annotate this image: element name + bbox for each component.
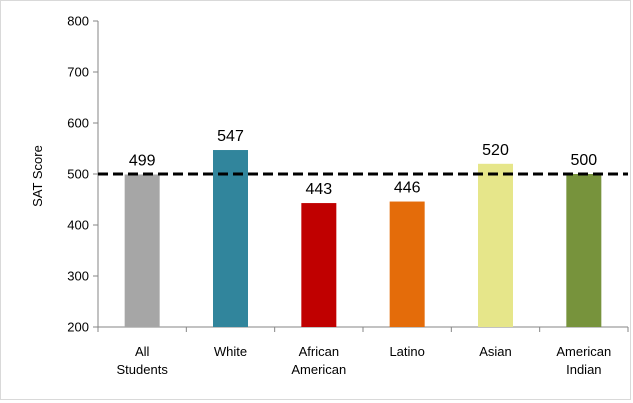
bars	[124, 150, 602, 327]
y-tick-label: 600	[67, 116, 89, 131]
y-tick-label: 400	[67, 218, 89, 233]
category-label: Indian	[566, 362, 601, 377]
y-tick-label: 200	[67, 320, 89, 335]
bar	[213, 150, 248, 327]
y-tick-label: 500	[67, 167, 89, 182]
y-tick-label: 800	[67, 14, 89, 29]
category-label: All	[135, 344, 150, 359]
category-labels: All Students White African American Latino Asi…	[117, 344, 612, 377]
category-label: African	[299, 344, 339, 359]
bar	[478, 163, 513, 327]
data-label: 520	[482, 142, 509, 159]
bar	[124, 174, 160, 327]
data-label: 547	[217, 128, 244, 145]
data-label: 446	[394, 180, 421, 197]
category-label: American	[291, 362, 346, 377]
category-label: Students	[117, 362, 169, 377]
bar	[301, 203, 337, 327]
y-tick-label: 700	[67, 65, 89, 80]
y-tick-label: 300	[67, 269, 89, 284]
bar	[389, 201, 425, 327]
category-label: American	[556, 344, 611, 359]
data-label: 500	[570, 152, 597, 169]
y-axis-ticks: 200 300 400 500 600 700 800	[67, 14, 98, 335]
category-label: White	[214, 344, 247, 359]
axes	[97, 21, 629, 332]
data-label: 499	[129, 153, 156, 170]
category-label: Asian	[479, 344, 512, 359]
data-labels: 499 547 443 446 520 500	[129, 128, 597, 198]
category-label: Latino	[389, 344, 424, 359]
y-axis-label: SAT Score	[30, 145, 45, 207]
data-label: 443	[305, 181, 332, 198]
bar	[566, 174, 602, 327]
